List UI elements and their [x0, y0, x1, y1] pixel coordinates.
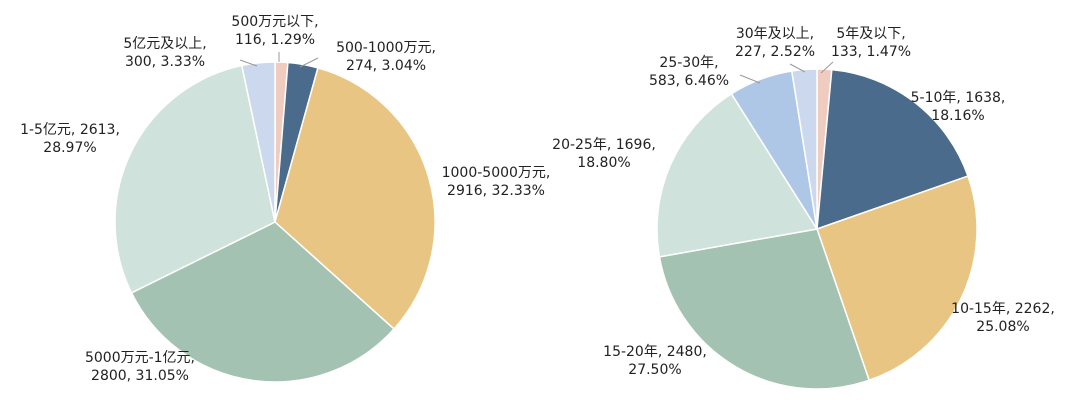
data-label-line-2: 300, 3.33% — [125, 54, 205, 70]
data-label: 15-20年, 2480, 27.50% — [603, 344, 707, 378]
leader-line — [739, 74, 761, 84]
data-label: 5-10年, 1638, 18.16% — [911, 90, 1006, 124]
data-label-line-2: 274, 3.04% — [346, 58, 426, 74]
data-label-line-2: 133, 1.47% — [831, 44, 911, 60]
data-label: 1-5亿元, 2613, 28.97% — [20, 122, 120, 156]
pie-chart-company-size: 500万元以下, 116, 1.29% 500-1000万元, 274, 3.04% 1… — [20, 14, 550, 384]
data-label-line-1: 500-1000万元, — [336, 40, 436, 56]
data-label-line-2: 2916, 32.33% — [447, 183, 545, 199]
data-label-line-1: 5年及以下, — [836, 26, 905, 42]
pie-slice-1-4 — [130, 221, 396, 383]
data-label: 500万元以下, 116, 1.29% — [231, 14, 318, 48]
pie-slice-2-7 — [790, 68, 818, 230]
pie-slice-1-6 — [240, 61, 276, 223]
data-label: 10-15年, 2262, 25.08% — [951, 301, 1055, 335]
data-label: 5年及以下, 133, 1.47% — [831, 26, 911, 60]
leader-line — [820, 61, 834, 74]
data-label-line-2: 583, 6.46% — [649, 73, 729, 89]
leader-line — [299, 57, 319, 68]
data-label-line-1: 25-30年, — [659, 55, 718, 71]
data-label-line-1: 20-25年, 1696, — [552, 137, 656, 153]
data-label-line-2: 28.97% — [43, 140, 96, 156]
data-label: 20-25年, 1696, 18.80% — [552, 137, 656, 171]
data-label-line-1: 5000万元-1亿元, — [85, 350, 195, 366]
leader-line — [239, 59, 258, 67]
pie-chart-years-established: 5年及以下, 133, 1.47% 5-10年, 1638, 18.16% 10-15年… — [552, 26, 1055, 390]
pie-slice-1-3 — [274, 66, 436, 331]
data-label-line-2: 25.08% — [976, 319, 1029, 335]
data-label-line-2: 227, 2.52% — [735, 44, 815, 60]
data-label-line-1: 15-20年, 2480, — [603, 344, 707, 360]
data-label-line-2: 116, 1.29% — [235, 32, 315, 48]
data-label-line-1: 30年及以上, — [736, 26, 814, 42]
data-label: 30年及以上, 227, 2.52% — [735, 26, 815, 60]
data-label-line-1: 10-15年, 2262, — [951, 301, 1055, 317]
data-label: 5亿元及以上, 300, 3.33% — [123, 36, 206, 70]
data-label: 1000-5000万元, 2916, 32.33% — [442, 165, 551, 199]
data-label-line-2: 2800, 31.05% — [91, 368, 189, 384]
pie-slice-1-5 — [114, 64, 276, 294]
data-label: 25-30年, 583, 6.46% — [649, 55, 729, 89]
data-label-line-2: 27.50% — [628, 362, 681, 378]
pie-slice-2-4 — [658, 228, 871, 390]
pie-slice-2-3 — [816, 175, 978, 382]
data-label-line-1: 500万元以下, — [231, 14, 318, 30]
pie-slice-2-5 — [656, 92, 819, 258]
data-label-line-1: 1-5亿元, 2613, — [20, 122, 120, 138]
data-label-line-1: 1000-5000万元, — [442, 165, 551, 181]
data-label-line-1: 5-10年, 1638, — [911, 90, 1006, 106]
data-label: 500-1000万元, 274, 3.04% — [336, 40, 436, 74]
data-label-line-2: 18.16% — [931, 108, 984, 124]
data-label: 5000万元-1亿元, 2800, 31.05% — [85, 350, 195, 384]
data-label-line-2: 18.80% — [577, 155, 630, 171]
leader-line — [789, 63, 806, 73]
data-label-line-1: 5亿元及以上, — [123, 36, 206, 52]
